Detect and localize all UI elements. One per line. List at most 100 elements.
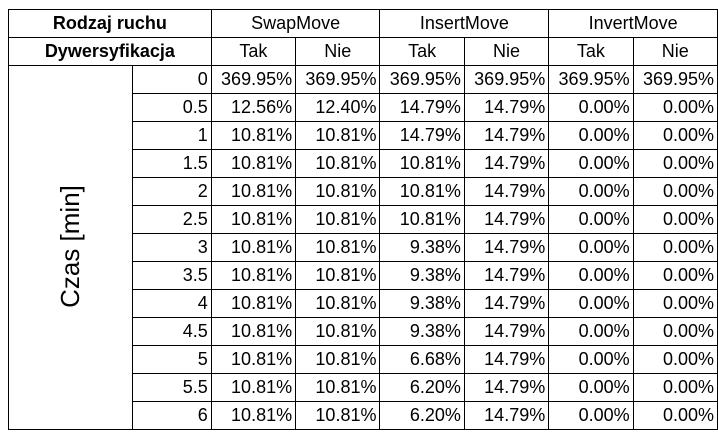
value-cell: 6.20% — [379, 373, 465, 402]
value-cell: 10.81% — [295, 205, 381, 234]
value-cell: 10.81% — [210, 373, 297, 402]
value-cell: 0.00% — [548, 121, 634, 150]
value-cell: 10.81% — [379, 149, 465, 178]
value-cell: 0.00% — [548, 345, 634, 374]
value-cell: 14.79% — [463, 177, 550, 206]
value-cell: 10.81% — [210, 121, 297, 150]
value-cell: 9.38% — [379, 317, 465, 346]
table-row: 6 10.81% 10.81% 6.20% 14.79% 0.00% 0.00% — [9, 401, 718, 430]
value-cell: 0.00% — [548, 233, 634, 262]
value-cell: 10.81% — [295, 261, 381, 290]
value-cell: 10.81% — [295, 177, 381, 206]
value-cell: 0.00% — [548, 261, 634, 290]
value-cell: 10.81% — [210, 401, 297, 430]
value-cell: 10.81% — [295, 149, 381, 178]
time-cell: 1 — [131, 121, 212, 150]
value-cell: 14.79% — [463, 317, 550, 346]
value-cell: 14.79% — [463, 233, 550, 262]
value-cell: 10.81% — [295, 345, 381, 374]
table-row: Czas [min] 0 369.95% 369.95% 369.95% 369.95% 3… — [8, 65, 718, 430]
value-cell: 10.81% — [295, 233, 381, 262]
table-row: 0.5 12.56% 12.40% 14.79% 14.79% 0.00% 0.00% — [9, 93, 718, 122]
group-header-invertmove: InvertMove — [548, 9, 718, 38]
value-cell: 10.81% — [379, 205, 465, 234]
value-cell: 369.95% — [295, 65, 381, 94]
value-cell: 10.81% — [379, 177, 465, 206]
sub-header-swap-tak: Tak — [210, 37, 297, 66]
value-cell: 10.81% — [295, 289, 381, 318]
time-cell: 5.5 — [131, 373, 212, 402]
value-cell: 14.79% — [463, 289, 550, 318]
value-cell: 0.00% — [632, 121, 718, 150]
sub-header-invert-tak: Tak — [548, 37, 634, 66]
value-cell: 12.56% — [210, 93, 297, 122]
table-row: 5.5 10.81% 10.81% 6.20% 14.79% 0.00% 0.00% — [9, 373, 718, 402]
group-header-swapmove: SwapMove — [210, 9, 381, 38]
header-row-diversification: Dywersyfikacja Tak Nie Tak Nie Tak Nie — [8, 37, 718, 66]
value-cell: 0.00% — [632, 261, 718, 290]
table-row: 4 10.81% 10.81% 9.38% 14.79% 0.00% 0.00% — [9, 289, 718, 318]
value-cell: 10.81% — [295, 373, 381, 402]
value-cell: 14.79% — [463, 261, 550, 290]
value-cell: 12.40% — [295, 93, 381, 122]
value-cell: 0.00% — [632, 345, 718, 374]
value-cell: 0.00% — [632, 205, 718, 234]
table-row: 3 10.81% 10.81% 9.38% 14.79% 0.00% 0.00% — [9, 233, 718, 262]
value-cell: 6.68% — [379, 345, 465, 374]
table-row: 2.5 10.81% 10.81% 10.81% 14.79% 0.00% 0.00% — [9, 205, 718, 234]
time-cell: 3 — [131, 233, 212, 262]
value-cell: 0.00% — [632, 233, 718, 262]
time-axis-cell: Czas [min] — [8, 65, 133, 430]
value-cell: 0.00% — [548, 149, 634, 178]
table-row: 2 10.81% 10.81% 10.81% 14.79% 0.00% 0.00% — [9, 177, 718, 206]
value-cell: 0.00% — [548, 317, 634, 346]
value-cell: 10.81% — [210, 345, 297, 374]
value-cell: 0.00% — [548, 401, 634, 430]
table-row: 5 10.81% 10.81% 6.68% 14.79% 0.00% 0.00% — [9, 345, 718, 374]
value-cell: 0.00% — [632, 289, 718, 318]
time-cell: 3.5 — [131, 261, 212, 290]
value-cell: 0.00% — [632, 317, 718, 346]
sub-header-insert-nie: Nie — [463, 37, 550, 66]
sub-header-swap-nie: Nie — [295, 37, 381, 66]
time-cell: 0.5 — [131, 93, 212, 122]
value-cell: 10.81% — [210, 177, 297, 206]
value-cell: 6.20% — [379, 401, 465, 430]
move-type-header: Rodzaj ruchu — [8, 9, 212, 38]
value-cell: 0.00% — [548, 177, 634, 206]
table-row: 1 10.81% 10.81% 14.79% 14.79% 0.00% 0.00% — [9, 121, 718, 150]
value-cell: 369.95% — [210, 65, 297, 94]
header-row-move-type: Rodzaj ruchu SwapMove InsertMove InvertM… — [8, 9, 718, 38]
value-cell: 10.81% — [210, 289, 297, 318]
time-cell: 4.5 — [131, 317, 212, 346]
sub-header-insert-tak: Tak — [379, 37, 465, 66]
time-cell: 5 — [131, 345, 212, 374]
value-cell: 0.00% — [632, 177, 718, 206]
value-cell: 9.38% — [379, 261, 465, 290]
value-cell: 10.81% — [210, 205, 297, 234]
value-cell: 369.95% — [548, 65, 634, 94]
time-cell: 2.5 — [131, 205, 212, 234]
value-cell: 0.00% — [548, 289, 634, 318]
value-cell: 14.79% — [463, 401, 550, 430]
value-cell: 369.95% — [463, 65, 550, 94]
group-header-insertmove: InsertMove — [379, 9, 550, 38]
sub-header-invert-nie: Nie — [632, 37, 718, 66]
value-cell: 0.00% — [632, 93, 718, 122]
value-cell: 369.95% — [632, 65, 718, 94]
value-cell: 10.81% — [210, 149, 297, 178]
time-axis-label: Czas [min] — [54, 184, 85, 308]
time-cell: 0 — [131, 65, 212, 94]
value-cell: 14.79% — [463, 93, 550, 122]
table-body: Rodzaj ruchu SwapMove InsertMove InvertM… — [8, 9, 718, 430]
time-cell: 6 — [131, 401, 212, 430]
results-table-container: Rodzaj ruchu SwapMove InsertMove InvertM… — [8, 9, 718, 430]
value-cell: 0.00% — [548, 93, 634, 122]
value-cell: 0.00% — [548, 373, 634, 402]
value-cell: 10.81% — [295, 121, 381, 150]
time-cell: 4 — [131, 289, 212, 318]
value-cell: 10.81% — [210, 317, 297, 346]
results-table: Rodzaj ruchu SwapMove InsertMove InvertM… — [8, 9, 718, 430]
time-cell: 1.5 — [131, 149, 212, 178]
value-cell: 14.79% — [379, 121, 465, 150]
